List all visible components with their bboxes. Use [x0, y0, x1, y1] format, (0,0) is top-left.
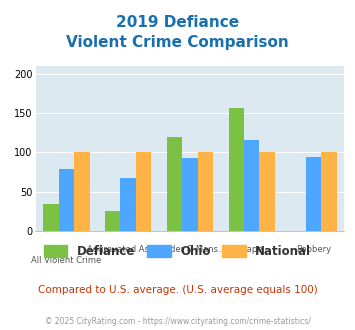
Text: Violent Crime Comparison: Violent Crime Comparison [66, 35, 289, 50]
Bar [74, 152, 89, 231]
Bar [306, 157, 321, 231]
Text: Compared to U.S. average. (U.S. average equals 100): Compared to U.S. average. (U.S. average … [38, 285, 317, 295]
Bar [182, 158, 198, 231]
Text: Murder & Mans...: Murder & Mans... [154, 245, 226, 254]
Bar [321, 152, 337, 231]
Bar [198, 152, 213, 231]
Text: Aggravated Assault: Aggravated Assault [87, 245, 169, 254]
Bar [105, 211, 120, 231]
Legend: Defiance, Ohio, National: Defiance, Ohio, National [44, 245, 311, 258]
Text: © 2025 CityRating.com - https://www.cityrating.com/crime-statistics/: © 2025 CityRating.com - https://www.city… [45, 317, 310, 326]
Bar [120, 178, 136, 231]
Bar [229, 108, 244, 231]
Bar [244, 140, 260, 231]
Bar [43, 204, 59, 231]
Text: Rape: Rape [241, 245, 262, 254]
Text: 2019 Defiance: 2019 Defiance [116, 15, 239, 30]
Bar [260, 152, 275, 231]
Bar [136, 152, 151, 231]
Bar [167, 137, 182, 231]
Text: Robbery: Robbery [296, 245, 331, 254]
Bar [59, 169, 74, 231]
Text: All Violent Crime: All Violent Crime [31, 256, 102, 265]
